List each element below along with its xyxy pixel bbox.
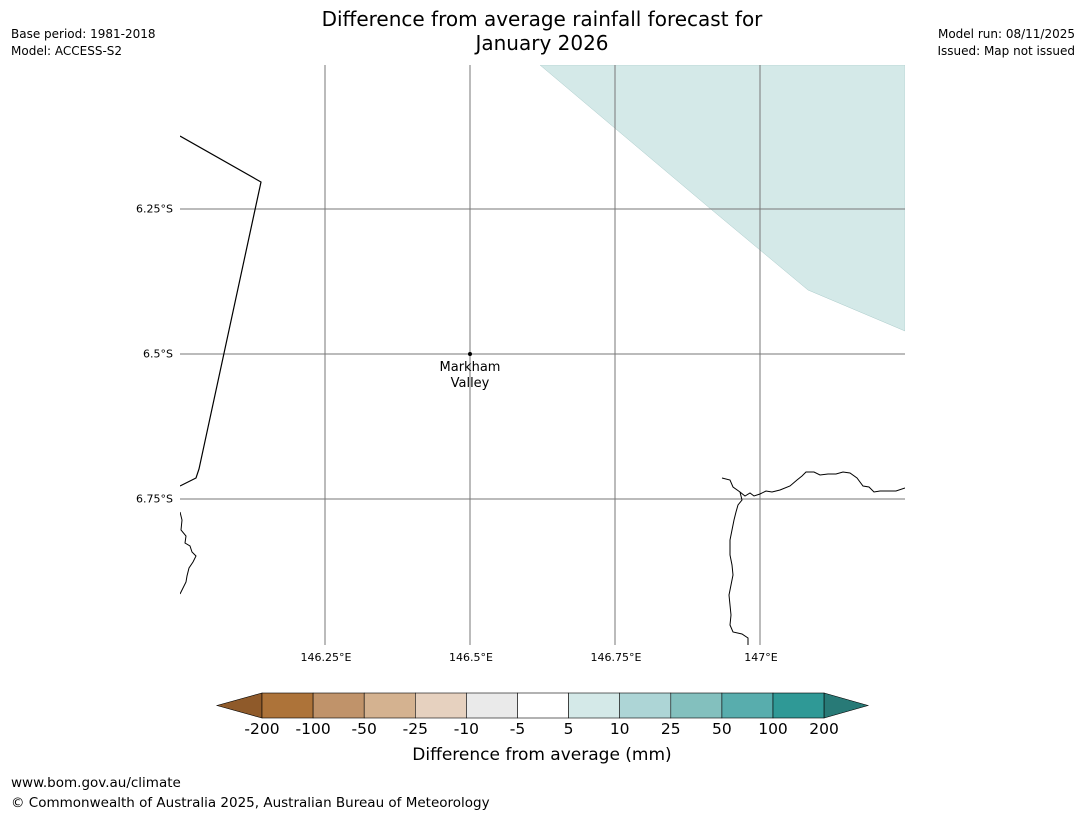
colorbar-segment bbox=[721, 692, 774, 719]
colorbar-tick-label: 200 bbox=[809, 720, 839, 738]
lon-label: 146.25°E bbox=[300, 651, 352, 664]
map-title-line2: January 2026 bbox=[475, 31, 609, 55]
west-coastline bbox=[180, 511, 197, 595]
colorbar-tick-label: -200 bbox=[244, 720, 280, 738]
province-border bbox=[180, 135, 262, 487]
lat-label: 6.25°S bbox=[136, 202, 173, 216]
colorbar-tick-label: 5 bbox=[563, 720, 574, 738]
model-run-text: Model run: 08/11/2025 bbox=[937, 27, 1075, 41]
place-label-line1: Markham bbox=[439, 360, 501, 375]
map-title-line1: Difference from average rainfall forecas… bbox=[321, 7, 763, 31]
lon-label: 146.75°E bbox=[590, 651, 642, 664]
colorbar-tick-label: -100 bbox=[295, 720, 331, 738]
colorbar-tick-label: 50 bbox=[712, 720, 732, 738]
footer-copyright: © Commonwealth of Australia 2025, Austra… bbox=[11, 795, 490, 811]
place-marker-dot bbox=[468, 352, 472, 356]
colorbar-segment bbox=[415, 692, 467, 719]
lat-label: 6.5°S bbox=[143, 347, 173, 361]
colorbar-extend-low bbox=[215, 692, 263, 719]
colorbar-tick-label: 25 bbox=[660, 720, 681, 738]
place-label-line2: Valley bbox=[450, 376, 490, 391]
map-title: Difference from average rainfall forecas… bbox=[242, 7, 842, 55]
colorbar-tick-label: -10 bbox=[453, 720, 480, 738]
base-period-text: Base period: 1981-2018 bbox=[11, 27, 156, 41]
lon-label: 146.5°E bbox=[449, 651, 493, 664]
issued-text: Issued: Map not issued bbox=[937, 44, 1075, 58]
place-label: Markham Valley bbox=[440, 360, 501, 392]
model-text: Model: ACCESS-S2 bbox=[11, 44, 123, 58]
colorbar-segment bbox=[312, 692, 365, 719]
colorbar-tick-label: -5 bbox=[509, 720, 526, 738]
forecast-shaded-region bbox=[539, 65, 905, 332]
east-coastline bbox=[721, 471, 905, 497]
colorbar-segment bbox=[517, 692, 569, 719]
colorbar-segment bbox=[670, 692, 723, 719]
lat-label: 6.75°S bbox=[136, 492, 173, 506]
east-coastline bbox=[728, 491, 749, 645]
lon-label: 147°E bbox=[744, 651, 778, 664]
colorbar-segment bbox=[466, 692, 518, 719]
colorbar-segment bbox=[619, 692, 672, 719]
run-info: Model run: 08/11/2025 Issued: Map not is… bbox=[937, 26, 1075, 60]
colorbar bbox=[215, 692, 870, 719]
colorbar-tick-label: 10 bbox=[609, 720, 630, 738]
colorbar-segment bbox=[363, 692, 416, 719]
colorbar-extend-high bbox=[823, 692, 870, 719]
colorbar-tick-label: -25 bbox=[402, 720, 428, 738]
colorbar-tick-label: -50 bbox=[351, 720, 377, 738]
colorbar-title: Difference from average (mm) bbox=[412, 745, 672, 765]
footer-url: www.bom.gov.au/climate bbox=[11, 775, 181, 791]
colorbar-segment bbox=[772, 692, 825, 719]
colorbar-segment bbox=[568, 692, 621, 719]
model-info: Base period: 1981-2018 Model: ACCESS-S2 bbox=[11, 26, 156, 60]
colorbar-segment bbox=[261, 692, 314, 719]
colorbar-tick-label: 100 bbox=[758, 720, 788, 738]
